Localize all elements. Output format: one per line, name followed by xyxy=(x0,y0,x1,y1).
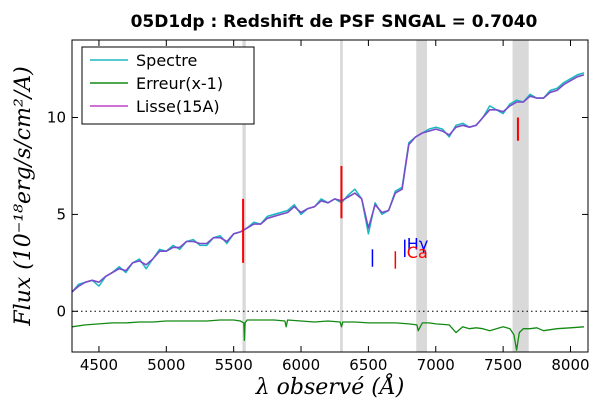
axis-ticks: 4500 5000 5500 6000 6500 7000 7500 8000 0 5 10 xyxy=(47,40,590,374)
spectral-line-label: Ca xyxy=(407,243,428,262)
sky-band xyxy=(512,40,529,352)
series-lines xyxy=(71,72,585,351)
legend-label: Spectre xyxy=(136,51,197,70)
legend: Spectre Erreur(x-1) Lisse(15A) xyxy=(81,46,255,125)
spectral-line-label: Hγ xyxy=(407,234,429,253)
sky-band xyxy=(416,40,428,352)
chart-title: 05D1dp : Redshift de PSF SNGAL = 0.7040 xyxy=(131,12,538,32)
x-tick-label: 5000 xyxy=(147,356,185,374)
x-tick-label: 7000 xyxy=(417,356,455,374)
x-tick-label: 6000 xyxy=(282,356,320,374)
x-axis-label: λ observé (Å) xyxy=(255,372,405,400)
series-line-erreur-x-1- xyxy=(71,319,585,351)
series-line-lisse-15a- xyxy=(71,74,585,293)
sky-bands xyxy=(242,40,529,352)
y-tick-label: 5 xyxy=(56,205,66,223)
x-tick-label: 8000 xyxy=(551,356,589,374)
legend-label: Erreur(x-1) xyxy=(136,74,223,93)
y-tick-label: 10 xyxy=(47,109,66,127)
x-tick-label: 5500 xyxy=(215,356,253,374)
y-axis-label: Flux (10⁻¹⁸erg/s/cm²/A) xyxy=(11,66,36,326)
sky-band xyxy=(242,40,246,352)
x-tick-label: 4500 xyxy=(80,356,118,374)
x-tick-label: 6500 xyxy=(349,356,387,374)
plot-frame xyxy=(71,39,589,353)
legend-label: Lisse(15A) xyxy=(136,97,220,116)
y-tick-label: 0 xyxy=(56,302,66,320)
x-tick-label: 7500 xyxy=(484,356,522,374)
